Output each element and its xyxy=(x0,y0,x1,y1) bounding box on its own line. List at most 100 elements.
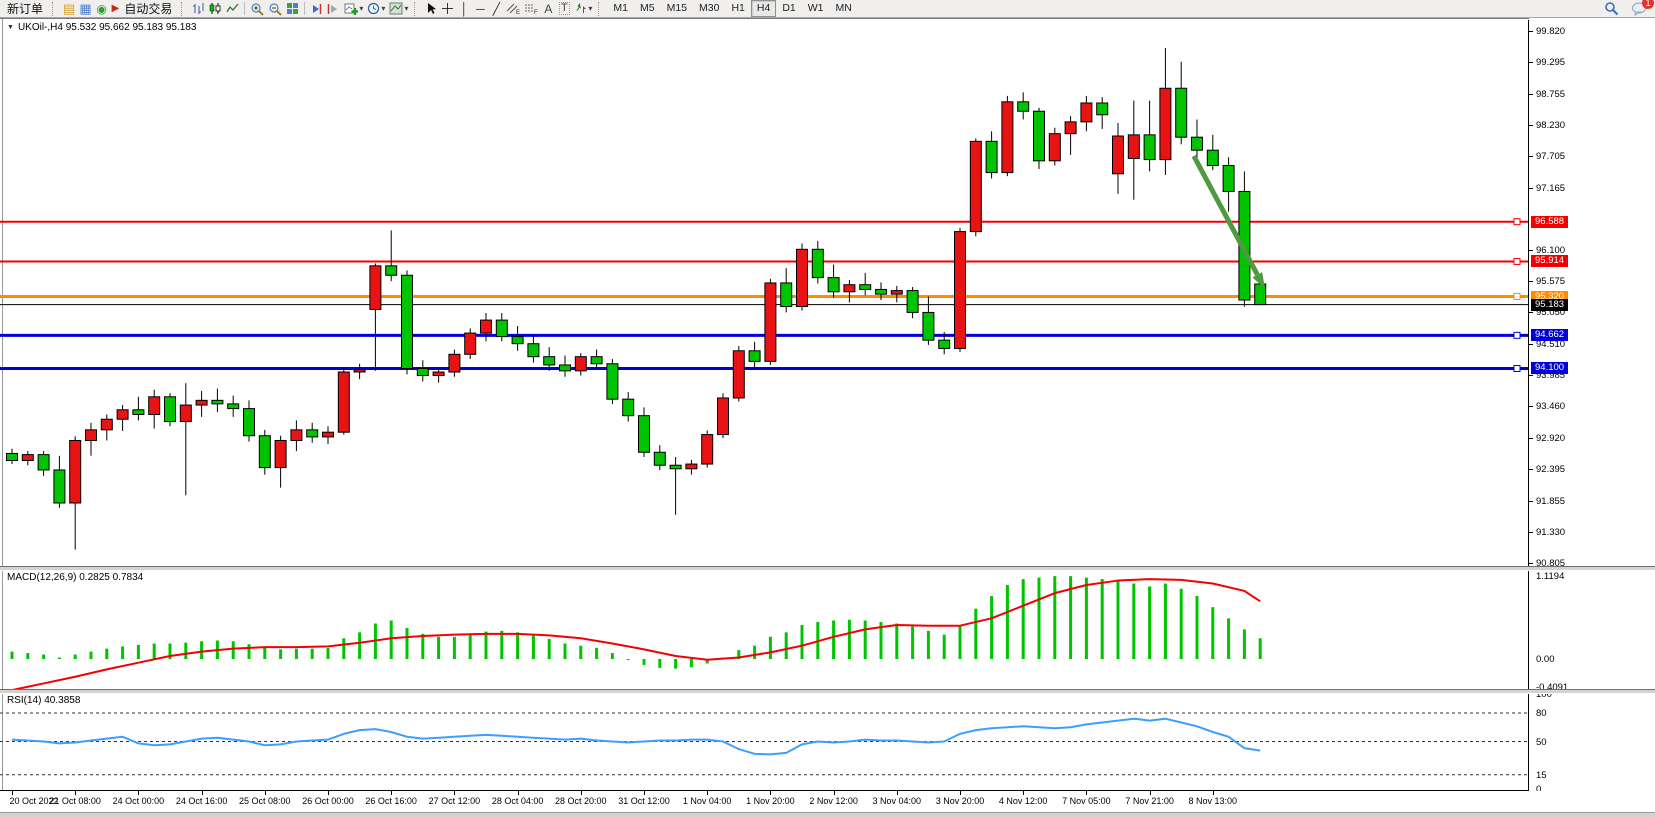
time-tick-label: 2 Nov 12:00 xyxy=(809,796,858,806)
macd-bar xyxy=(484,631,488,659)
text-label-button[interactable]: T xyxy=(556,1,572,17)
candle-body xyxy=(85,429,97,441)
macd-bar xyxy=(73,654,77,659)
time-tick-mark xyxy=(201,791,203,795)
zoom-in-icon xyxy=(251,2,265,16)
auto-trading-button[interactable]: ▶ 自动交易 xyxy=(110,1,178,17)
macd-bar xyxy=(405,627,409,659)
time-tick-mark xyxy=(328,791,329,795)
scroll-to-end-button[interactable] xyxy=(308,1,325,17)
dropdown-icon: ▾ xyxy=(381,4,386,13)
macd-bar xyxy=(658,659,662,668)
notifications-button[interactable]: 1 xyxy=(1629,0,1654,17)
hline-handle[interactable] xyxy=(1513,331,1521,339)
chart-shift-button[interactable] xyxy=(325,1,342,17)
candle-body xyxy=(969,140,982,233)
macd-bar xyxy=(1037,577,1041,659)
timeframe-m15-button[interactable]: M15 xyxy=(666,2,688,14)
trendline-icon: ╱ xyxy=(492,1,500,16)
channel-button[interactable]: E xyxy=(504,1,522,17)
macd-bar xyxy=(310,648,314,659)
template-icon xyxy=(389,2,403,15)
candles xyxy=(6,48,1267,550)
candle-body xyxy=(1159,87,1172,161)
macd-bar xyxy=(263,647,267,659)
signal-button[interactable]: ◉ xyxy=(94,1,110,17)
zoom-in-button[interactable] xyxy=(248,1,266,17)
arrows-tool-button[interactable]: ▾ xyxy=(572,1,594,17)
macd-bar xyxy=(926,630,930,659)
zoom-out-button[interactable] xyxy=(266,1,284,17)
fibonacci-button[interactable]: F xyxy=(522,1,540,17)
candle-body xyxy=(590,356,603,365)
candle-body xyxy=(559,364,571,372)
macd-bar xyxy=(294,648,298,659)
horizontal-lines[interactable] xyxy=(0,218,1528,372)
new-order-button[interactable]: 新订单 xyxy=(2,1,48,17)
timeframe-m5-button[interactable]: M5 xyxy=(639,2,655,14)
trend-arrow[interactable] xyxy=(1191,154,1260,276)
line-chart-button[interactable] xyxy=(224,1,241,17)
text-tool-button[interactable]: A xyxy=(540,1,556,17)
candlestick-chart-icon xyxy=(210,3,221,14)
trendline-button[interactable]: ╱ xyxy=(488,1,504,17)
timeframe-d1-button[interactable]: D1 xyxy=(782,2,796,14)
hline-handle[interactable] xyxy=(1513,364,1521,372)
candle-body xyxy=(37,454,50,471)
panel-splitter[interactable] xyxy=(0,689,1655,694)
macd-bar xyxy=(89,651,93,659)
candle-body xyxy=(100,418,113,431)
candle-body xyxy=(416,367,429,377)
timeframe-m1-button[interactable]: M1 xyxy=(613,2,628,14)
macd-bar xyxy=(105,648,109,659)
macd-bar xyxy=(579,645,583,659)
period-menu-button[interactable]: ▾ xyxy=(365,1,387,17)
template-menu-button[interactable]: ▾ xyxy=(387,1,410,17)
horizontal-line-button[interactable]: ─ xyxy=(472,1,488,17)
macd-bar xyxy=(26,653,30,659)
macd-bar xyxy=(942,634,946,659)
price-axis[interactable]: 99.820 99.295 98.755 98.230 97.705 97.165 96.1… xyxy=(1529,18,1655,795)
macd-panel[interactable] xyxy=(0,569,1529,689)
candle-body xyxy=(685,463,698,470)
bar-chart-button[interactable] xyxy=(190,1,207,17)
rsi-axis-label: 0 xyxy=(1536,784,1542,795)
timeframe-h4-button[interactable]: H4 xyxy=(750,0,777,17)
cursor-button[interactable] xyxy=(423,1,439,17)
auto-trading-label: 自动交易 xyxy=(124,2,173,16)
candle-body xyxy=(906,290,919,313)
search-button[interactable] xyxy=(1602,1,1621,17)
time-tick-mark xyxy=(264,791,266,795)
hline-handle[interactable] xyxy=(1513,293,1521,300)
price-tick-mark xyxy=(1529,531,1533,533)
timeframe-mn-button[interactable]: MN xyxy=(835,2,852,14)
hline-handle[interactable] xyxy=(1513,218,1521,226)
add-indicator-icon xyxy=(344,3,359,15)
macd-bar xyxy=(452,636,456,659)
chart-profile-button[interactable]: ▤ xyxy=(61,1,77,17)
add-indicator-button[interactable]: ▾ xyxy=(342,1,365,17)
time-tick-label: 8 Nov 13:00 xyxy=(1188,796,1238,806)
timeframe-w1-button[interactable]: W1 xyxy=(807,2,824,14)
vertical-line-button[interactable]: │ xyxy=(456,1,472,17)
time-axis[interactable]: 20 Oct 2022 21 Oct 08:00 24 Oct 00:00 24 Oc… xyxy=(0,791,1655,812)
panel-splitter[interactable] xyxy=(0,566,1655,571)
candlestick-chart-button[interactable] xyxy=(207,1,224,17)
candle-body xyxy=(1064,121,1077,135)
hline-handle[interactable] xyxy=(1513,257,1521,265)
tile-windows-button[interactable] xyxy=(284,1,301,17)
macd-bar xyxy=(200,641,204,659)
crosshair-button[interactable] xyxy=(439,1,456,17)
candle-body xyxy=(1143,134,1156,161)
candle-body xyxy=(1096,102,1109,116)
macd-bar xyxy=(1258,638,1262,659)
time-tick-mark xyxy=(580,791,582,795)
market-watch-button[interactable]: ▦ xyxy=(77,1,93,17)
main-price-chart[interactable] xyxy=(0,20,1529,566)
rsi-panel[interactable] xyxy=(0,692,1529,790)
timeframe-m30-button[interactable]: M30 xyxy=(699,2,720,14)
title-dropdown-icon[interactable]: ▼ xyxy=(7,24,14,31)
timeframe-h1-button[interactable]: H1 xyxy=(731,2,745,14)
macd-bar xyxy=(610,653,614,659)
candle-body xyxy=(859,284,872,290)
